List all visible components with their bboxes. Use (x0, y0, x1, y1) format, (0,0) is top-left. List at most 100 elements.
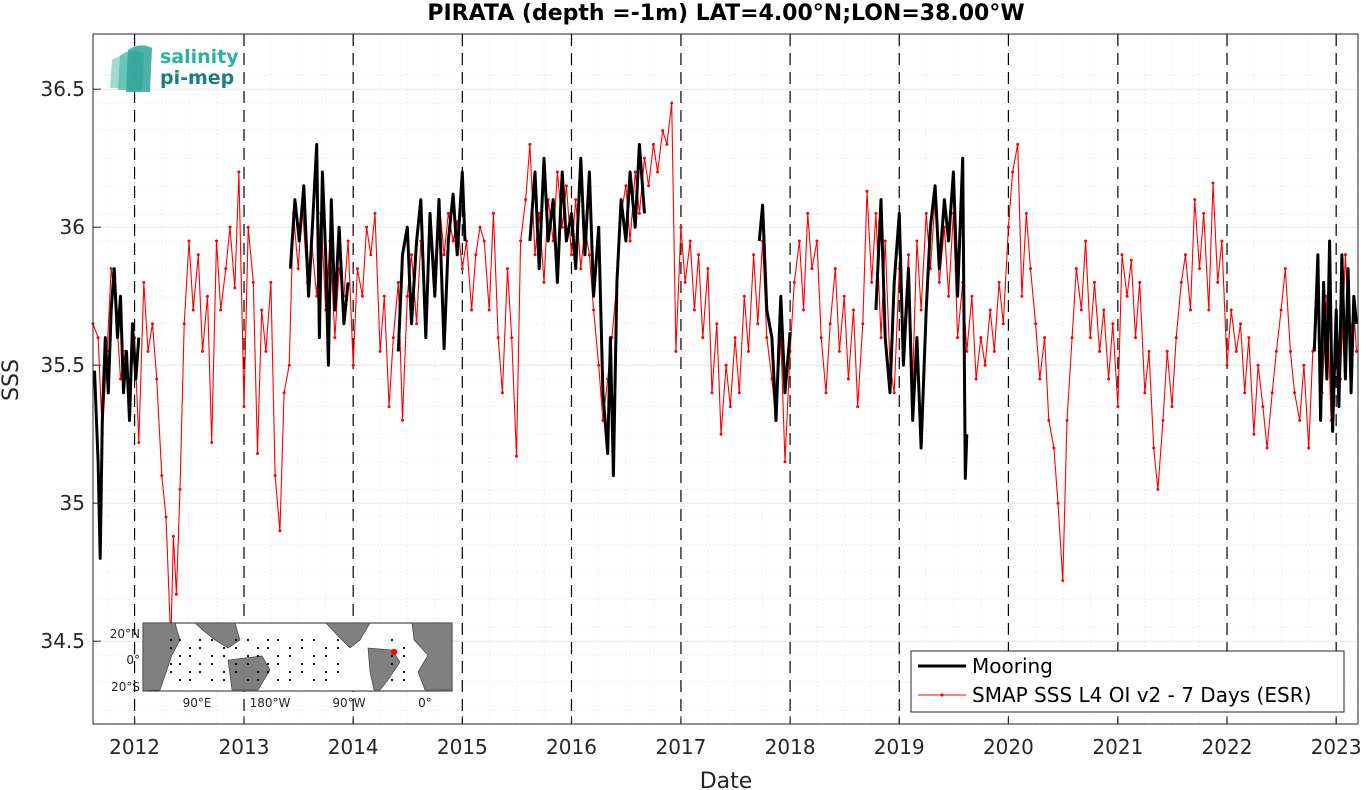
smap-data-point (833, 267, 837, 271)
inset-y-label-20s: 20°S (111, 680, 140, 694)
inset-mooring-dot (276, 678, 280, 682)
smap-data-point (1034, 322, 1038, 326)
smap-data-point (410, 253, 413, 257)
inset-mooring-dot (336, 662, 340, 666)
smap-data-point (1198, 267, 1201, 271)
inset-mooring-dot (276, 638, 280, 642)
y-axis-label: SSS (0, 359, 24, 401)
inset-mooring-dot (178, 654, 182, 658)
smap-data-point (1079, 308, 1083, 312)
smap-data-point (824, 391, 828, 395)
x-tick-label: 2021 (1092, 735, 1143, 759)
smap-data-point (287, 363, 291, 367)
inset-mooring-dot (288, 654, 292, 658)
smap-data-point (233, 286, 237, 290)
mooring-series-segment (1312, 239, 1358, 433)
inset-mooring-dot (169, 662, 173, 666)
smap-data-point (852, 308, 855, 312)
smap-data-point (1138, 280, 1142, 284)
logo-text-line1: salinity (160, 46, 239, 68)
x-tick-label: 2015 (437, 735, 488, 759)
mooring-series-segment (874, 156, 969, 480)
smap-data-point (1252, 432, 1256, 436)
inset-mooring-dot (266, 638, 270, 642)
smap-data-point (656, 170, 660, 174)
x-tick-label: 2012 (109, 735, 160, 759)
smap-data-point (1052, 446, 1056, 450)
inset-mooring-dot (390, 662, 394, 666)
smap-data-point (224, 267, 228, 271)
inset-mooring-dot (336, 646, 340, 650)
smap-data-point (355, 267, 359, 271)
smap-data-point (1202, 211, 1206, 215)
y-tick-label: 34.5 (40, 629, 85, 653)
smap-data-point (1239, 322, 1242, 326)
smap-data-point (206, 294, 209, 298)
smap-data-point (382, 294, 386, 298)
smap-data-point (937, 280, 941, 284)
inset-mooring-dot (300, 638, 304, 642)
smap-data-point (482, 239, 486, 243)
inset-mooring-dot (222, 670, 226, 674)
y-tick-label: 36.5 (40, 77, 85, 101)
smap-data-point (1016, 142, 1020, 146)
smap-data-point (1116, 405, 1120, 409)
smap-data-point (1098, 349, 1102, 353)
smap-data-point (970, 294, 974, 298)
chart-title: PIRATA (depth =-1m) LAT=4.00°N;LON=38.00… (427, 1, 1024, 26)
smap-data-point (237, 170, 241, 174)
inset-mooring-dot (198, 662, 202, 666)
smap-data-point (1279, 308, 1283, 312)
smap-data-point (861, 322, 865, 326)
smap-data-point (856, 405, 860, 409)
smap-data-point (260, 308, 264, 312)
smap-data-point (974, 377, 978, 381)
smap-data-point (1170, 405, 1174, 409)
inset-mooring-dot (390, 678, 394, 682)
smap-data-point (1179, 280, 1183, 284)
smap-data-point (474, 253, 478, 257)
inset-mooring-dot (188, 646, 192, 650)
smap-data-point (1355, 349, 1358, 353)
mooring-series-segment (396, 170, 467, 352)
smap-data-point (269, 280, 273, 284)
smap-data-point (537, 211, 541, 215)
logo-text-line2: pi-mep (160, 67, 234, 89)
inset-land (142, 622, 453, 692)
x-axis-ticks: 2012 2013 2014 2015 2016 2017 2018 2019 2020 2021… (109, 716, 1362, 759)
smap-data-point (264, 349, 268, 353)
inset-x-label-0: 0° (418, 696, 432, 710)
inset-mooring-dot (256, 670, 260, 674)
smap-data-point (228, 225, 232, 229)
smap-data-point (360, 294, 364, 298)
smap-data-point (756, 322, 760, 326)
smap-data-point (278, 529, 282, 533)
smap-data-point (1006, 225, 1010, 229)
smap-data-point (210, 441, 214, 444)
inset-mooring-dot (256, 678, 260, 682)
inset-mooring-dot (198, 646, 202, 650)
inset-x-label-90w: 90°W (332, 696, 365, 710)
inset-map: 20°N 0° 20°S 90°E 180°W 90°W 0° (110, 622, 453, 710)
smap-data-point (719, 432, 723, 436)
inset-mooring-dots (169, 638, 406, 682)
smap-data-point (692, 308, 696, 312)
smap-data-point (351, 363, 355, 367)
inset-mooring-dot (312, 638, 316, 642)
smap-data-point (728, 405, 732, 409)
smap-data-point (570, 253, 573, 257)
smap-data-point (491, 211, 495, 215)
y-tick-label: 36 (60, 215, 85, 239)
smap-data-point (1256, 363, 1260, 367)
mooring-series-segment (288, 142, 350, 367)
smap-data-point (1174, 336, 1178, 340)
smap-data-point (1261, 405, 1265, 409)
smap-data-point (1288, 349, 1292, 353)
smap-data-point (879, 336, 883, 340)
inset-mooring-dot (188, 678, 192, 682)
smap-data-point (624, 184, 628, 188)
legend-smap-label: SMAP SSS L4 OI v2 - 7 Days (ESR) (972, 683, 1311, 707)
smap-data-point (919, 308, 923, 312)
smap-data-point (983, 363, 987, 367)
